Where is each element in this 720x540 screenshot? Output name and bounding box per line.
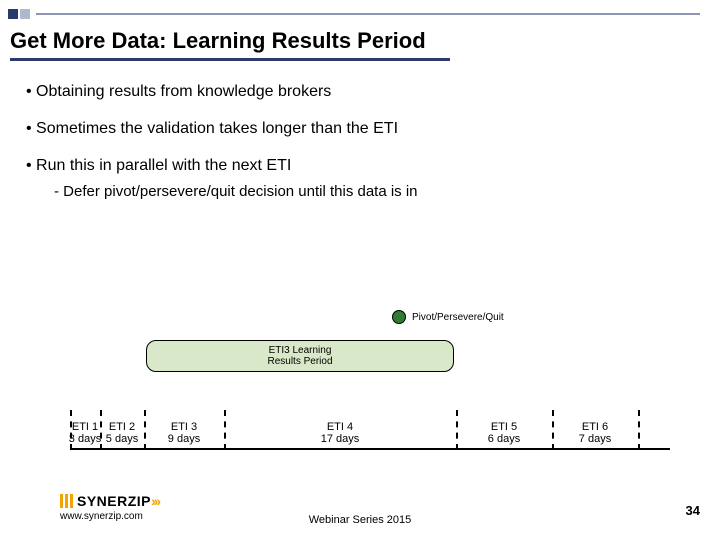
logo-bars-icon [60,494,75,508]
page-number: 34 [686,503,700,518]
timeline-segment-label: ETI 56 days [488,421,520,446]
timeline-segment-label: ETI 13 days [69,421,101,446]
timeline-segment-label: ETI 25 days [106,421,138,446]
timeline-tick [552,410,554,450]
logo-chevron-icon: ››› [151,493,159,509]
lrp-line2: Results Period [157,356,443,367]
header-line [36,13,700,15]
square-light-icon [20,9,30,19]
footer-center-text: Webinar Series 2015 [309,514,412,526]
decision-legend: Pivot/Persevere/Quit [392,310,504,324]
lrp-period-box: ETI3 Learning Results Period [146,340,454,372]
bullet-item: Run this in parallel with the next ETI D… [26,156,680,202]
decision-label: Pivot/Persevere/Quit [412,312,504,323]
footer-logo: SYNERZIP ››› www.synerzip.com [60,493,159,522]
logo-url: www.synerzip.com [60,511,143,522]
timeline-segment-label: ETI 67 days [579,421,611,446]
title-underline [10,58,450,61]
bullet-list: Obtaining results from knowledge brokers… [26,82,680,218]
timeline-axis [70,448,670,450]
timeline-tick [224,410,226,450]
logo-text: SYNERZIP [77,493,151,509]
timeline-tick [638,410,640,450]
page-title: Get More Data: Learning Results Period [10,28,426,54]
bullet-text: Run this in parallel with the next ETI [36,157,291,174]
bullet-item: Sometimes the validation takes longer th… [26,119,680,140]
timeline-chart: ETI 13 daysETI 25 days ETI 39 days ETI 417… [70,390,670,450]
bullet-item: Obtaining results from knowledge brokers [26,82,680,103]
square-dark-icon [8,9,18,19]
timeline-tick [144,410,146,450]
timeline-segment-label: ETI 39 days [168,421,200,446]
decision-dot-icon [392,310,406,324]
header-decoration [8,8,700,20]
timeline-segment-label: ETI 417 days [321,421,360,446]
lrp-line1: ETI3 Learning [157,345,443,356]
timeline-tick [456,410,458,450]
sub-bullet-item: Defer pivot/persevere/quit decision unti… [54,182,680,202]
